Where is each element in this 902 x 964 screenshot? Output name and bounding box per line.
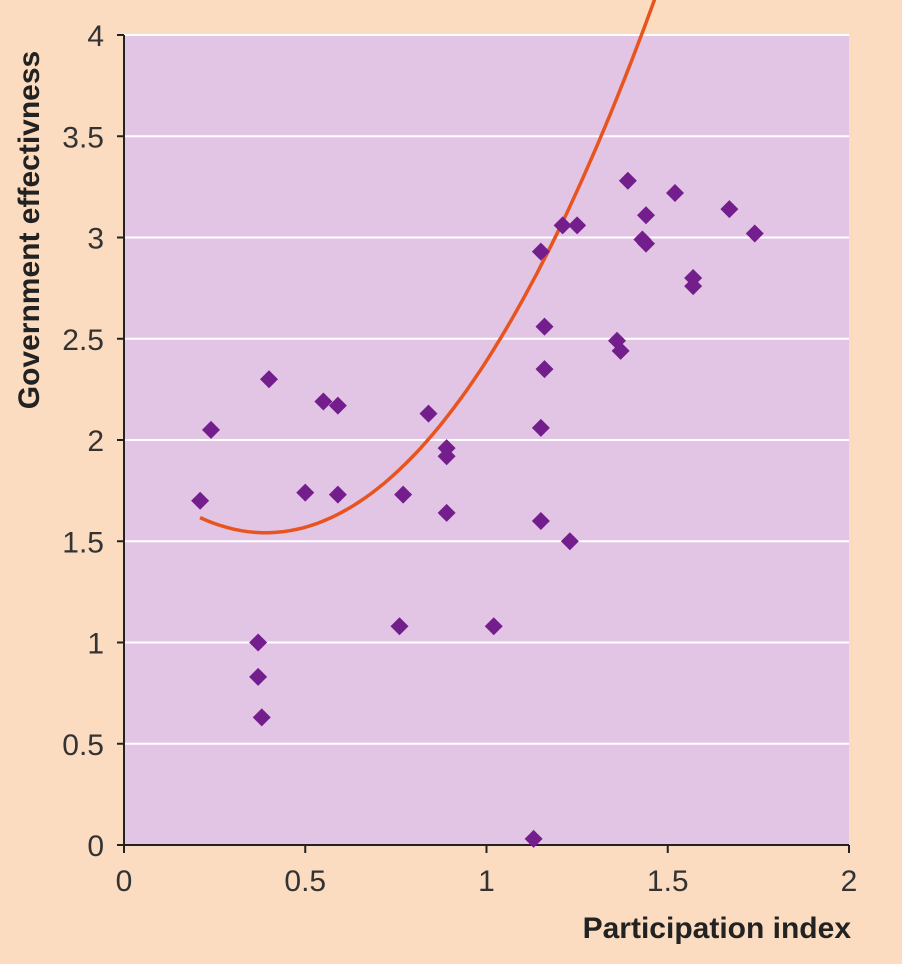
gridlines	[124, 34, 849, 745]
data-point	[249, 633, 268, 652]
x-tick-label: 0.5	[284, 865, 326, 898]
data-point	[535, 317, 554, 336]
data-point	[568, 216, 587, 235]
data-point	[437, 503, 456, 522]
y-tick-label: 4	[87, 20, 104, 53]
data-point	[611, 341, 630, 360]
data-point	[531, 418, 550, 437]
x-tick-label: 2	[841, 865, 858, 898]
x-tick-label: 1.5	[647, 865, 689, 898]
data-point	[191, 491, 210, 510]
data-point	[252, 708, 271, 727]
data-point	[314, 392, 333, 411]
data-point	[553, 216, 572, 235]
data-point	[637, 234, 655, 253]
data-point	[745, 224, 764, 243]
y-tick-label: 0	[87, 830, 104, 863]
data-point	[535, 360, 554, 379]
data-point	[202, 420, 220, 439]
data-point	[296, 483, 315, 502]
y-tick-label: 1.5	[62, 526, 104, 559]
data-point	[394, 485, 413, 504]
data-point	[328, 485, 347, 504]
data-point	[437, 447, 456, 466]
data-point	[637, 206, 655, 225]
x-tick-label: 1	[478, 865, 495, 898]
x-tick-label: 0	[116, 865, 133, 898]
data-point	[618, 171, 637, 190]
y-tick-label: 2.5	[62, 324, 104, 357]
data-point	[390, 617, 409, 636]
y-tick-label: 1	[87, 628, 104, 661]
y-tick-label: 2	[87, 425, 104, 458]
data-point	[684, 277, 703, 296]
y-tick-label: 0.5	[62, 729, 104, 762]
y-tick-label: 3.5	[62, 121, 104, 154]
data-point	[531, 512, 550, 530]
data-point	[328, 396, 347, 415]
tick-labels: 0 0.5 1 1.5 2 2.5 3 3.5 4 0 0.5 1 1.5 2	[62, 20, 857, 898]
data-point	[720, 200, 739, 219]
x-axis-title: Participation index	[583, 912, 852, 945]
data-point	[666, 183, 684, 202]
data-points	[191, 171, 764, 848]
data-point	[249, 667, 268, 686]
data-point	[260, 370, 278, 389]
data-point	[524, 829, 543, 848]
data-point	[484, 617, 503, 636]
data-point	[531, 242, 550, 261]
y-tick-label: 3	[87, 223, 104, 256]
data-point	[560, 532, 579, 551]
trendline	[199, 0, 657, 535]
trendline-group	[199, 0, 657, 535]
data-point	[419, 404, 438, 423]
y-axis-title: Government effectivness	[13, 51, 46, 409]
